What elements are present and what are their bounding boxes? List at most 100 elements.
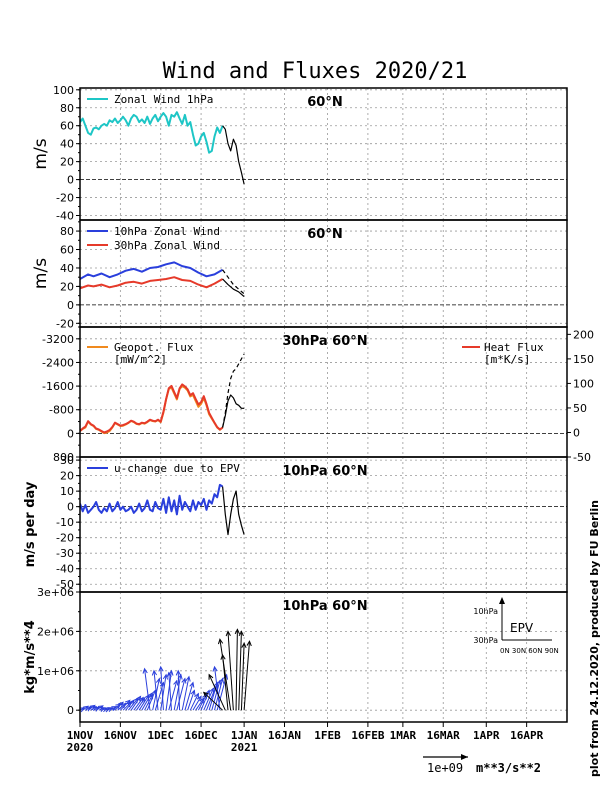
ep-flux-arrow (177, 670, 181, 711)
scale-arrow-label: 1e+09 (427, 761, 463, 775)
panel-title: 10hPa 60°N (282, 464, 367, 479)
y-tick-label: -800 (49, 404, 74, 417)
y-axis-label: m/s (31, 258, 51, 289)
series-line-forecast-3 (222, 278, 245, 298)
y-tick-label: -2400 (42, 356, 74, 369)
y-tick-label: -20 (56, 532, 74, 545)
ep-flux-arrow (240, 643, 245, 711)
ep-flux-arrow (117, 703, 127, 711)
y-tick-label: 2e+06 (37, 625, 74, 638)
y2-tick-label: 200 (573, 328, 594, 341)
ep-flux-arrow-head (218, 677, 225, 684)
y-tick-label: 60 (60, 244, 74, 257)
x-tick-label: 1APR (473, 729, 500, 742)
ep-flux-arrow (173, 674, 182, 711)
series-line-forecast-1 (222, 125, 245, 185)
ep-flux-arrow (195, 698, 205, 711)
y-tick-label: -1600 (42, 380, 74, 393)
ep-flux-arrow-head (241, 642, 247, 648)
y-tick-label: -40 (56, 210, 74, 223)
ep-flux-arrow (114, 701, 124, 711)
y-tick-label: -40 (56, 563, 74, 576)
ep-flux-arrow-head (225, 630, 231, 637)
ep-flux-arrow-head (151, 669, 158, 676)
ep-flux-arrow-head (181, 677, 187, 684)
y-tick-label: 100 (53, 84, 74, 97)
legend-label: Zonal Wind 1hPa (114, 93, 213, 106)
y-tick-label: 0 (67, 174, 74, 187)
ep-flux-arrow (168, 672, 172, 711)
series-line-30hpa-zonal-wind (80, 276, 224, 290)
inset-title: EPV (510, 621, 534, 635)
ep-flux-arrow (235, 629, 238, 711)
x-tick-label: 1NOV (67, 729, 94, 742)
ep-flux-arrow-head (190, 689, 196, 696)
x-tick-label: 16DEC (185, 729, 218, 742)
x-tick-year: 2021 (231, 741, 258, 754)
scale-arrow-units: m**3/s**2 (476, 761, 541, 775)
ep-flux-arrow (109, 706, 117, 711)
x-tick-label: 16FEB (351, 729, 384, 742)
ep-flux-arrow-head (173, 679, 179, 686)
y-tick-label: 60 (60, 120, 74, 133)
x-tick-label: 1DEC (147, 729, 174, 742)
y-axis-label: m/s (31, 138, 51, 169)
ep-flux-arrow-head (246, 640, 252, 647)
legend-units-heat: [m*K/s] (484, 353, 530, 366)
y-tick-label: -20 (56, 192, 74, 205)
ep-flux-arrow-head (208, 673, 214, 680)
ep-flux-arrow-head (185, 675, 191, 682)
y-tick-label: 20 (60, 156, 74, 169)
ep-flux-arrow (138, 694, 150, 711)
series-line-zonal-wind-1hpa (80, 111, 224, 154)
ep-flux-arrow (160, 674, 167, 711)
x-tick-label: 16APR (510, 729, 543, 742)
ep-flux-arrow-head (158, 665, 164, 672)
ep-flux-arrow (203, 688, 214, 711)
ep-flux-arrow (184, 682, 194, 711)
ep-flux-arrow-head (189, 681, 195, 688)
series-line-forecast-2 (222, 394, 245, 428)
panel-title: 30hPa 60°N (282, 334, 367, 349)
x-tick-label: 1FEB (314, 729, 341, 742)
legend-label-heat: Heat Flux (484, 341, 544, 354)
plot-area (80, 261, 245, 298)
scale-arrow-group: 1e+09 m**3/s**2 (423, 754, 541, 775)
ep-flux-arrow-head (238, 630, 244, 637)
y2-tick-label: 0 (573, 426, 580, 439)
ep-flux-arrow (119, 699, 131, 711)
y2-tick-label: 100 (573, 377, 594, 390)
panel-3: 800 0 -800 -1600 -2400 -3200 -50 0 50 100 150 200 30… (42, 326, 594, 464)
series-line-10hpa-zonal-wind (80, 261, 224, 280)
ep-flux-arrow (208, 674, 226, 711)
ep-flux-arrow (87, 705, 96, 711)
ep-flux-arrow-head (155, 677, 162, 684)
ep-flux-arrow-head (205, 689, 210, 696)
y-tick-label: 20 (60, 470, 74, 483)
ep-flux-arrow-head (166, 671, 172, 678)
legend-label: u-change due to EPV (114, 462, 240, 475)
ep-flux-arrow (125, 700, 135, 711)
ep-flux-arrow (144, 668, 151, 711)
ep-flux-arrow-head (213, 681, 219, 688)
inset-label-top: 10hPa (473, 607, 498, 616)
ep-flux-arrow-head (175, 669, 181, 676)
figure-title: Wind and Fluxes 2020/21 (163, 59, 468, 84)
ep-flux-arrow (136, 698, 145, 711)
y2-tick-label: 50 (573, 402, 587, 415)
plot-area (80, 353, 245, 435)
y-tick-label: 40 (60, 138, 74, 151)
scale-arrow-head (461, 754, 468, 760)
ep-flux-arrow (219, 639, 232, 711)
y-tick-label: -10 (56, 516, 74, 529)
y-tick-label: -3200 (42, 333, 74, 346)
ep-flux-arrow (187, 690, 195, 711)
ep-flux-arrow (122, 701, 132, 711)
panel-1: -40 -20 0 20 40 60 80 100 60°N m/s Zonal Wind 1hPa (31, 84, 568, 223)
x-tick-label: 1JAN (231, 729, 258, 742)
panel-frame (79, 591, 568, 723)
panel-2: -20 0 20 40 60 80 60°N m/s 10hPa Zonal Wind30hPa… (31, 219, 568, 330)
ep-flux-arrow-head (162, 673, 169, 680)
ep-flux-arrow (189, 693, 199, 711)
